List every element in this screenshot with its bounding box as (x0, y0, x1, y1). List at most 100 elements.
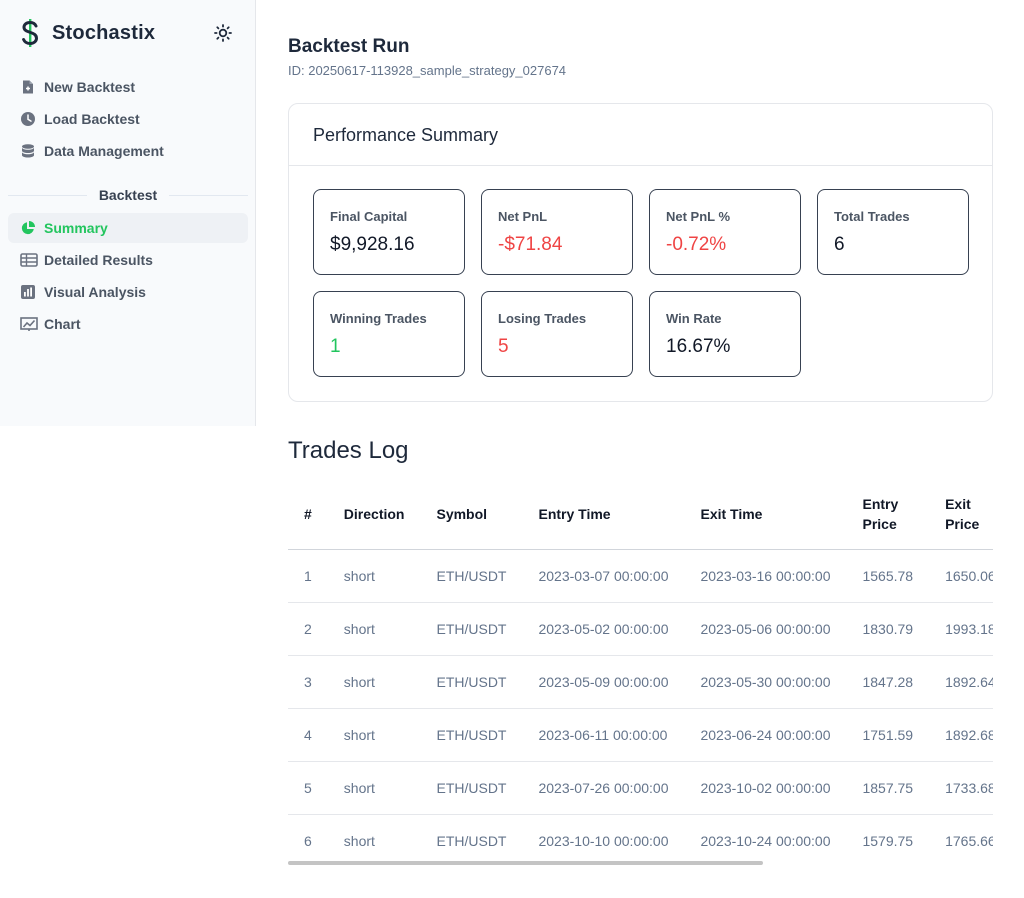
metric-label: Net PnL (498, 209, 548, 224)
table-cell: 1830.79 (846, 602, 930, 656)
sidebar-item-load-backtest[interactable]: Load Backtest (8, 104, 248, 134)
sidebar-item-detailed-results[interactable]: Detailed Results (8, 245, 248, 275)
column-header[interactable]: Entry Price (846, 480, 930, 550)
column-header[interactable]: Symbol (420, 480, 523, 550)
table-cell: 1847.28 (846, 655, 930, 709)
sun-icon[interactable] (212, 22, 234, 44)
clock-icon (20, 111, 36, 127)
table-row: 6 short ETH/USDT 2023-10-10 00:00:00 2023-10… (288, 814, 993, 867)
table-cell: 2023-06-11 00:00:00 (522, 708, 685, 762)
column-header[interactable]: Entry Time (522, 480, 685, 550)
sidebar-item-new-backtest[interactable]: New Backtest (8, 72, 248, 102)
table-row: 3 short ETH/USDT 2023-05-09 00:00:00 2023-05… (288, 655, 993, 709)
table-cell: short (327, 549, 421, 603)
performance-summary-card: Performance Summary Final Capital $9,928… (288, 103, 993, 402)
table-row: 5 short ETH/USDT 2023-07-26 00:00:00 2023-10… (288, 761, 993, 815)
table-cell: 3 (288, 655, 328, 709)
table-cell: 2023-10-24 00:00:00 (700, 832, 831, 849)
table-cell: 2023-03-07 00:00:00 (522, 549, 685, 603)
sidebar-item-summary[interactable]: Summary (8, 213, 248, 243)
table-row: 2 short ETH/USDT 2023-05-02 00:00:00 2023-05… (288, 602, 993, 656)
trades-table-container[interactable]: # Direction Symbol Entry Time Exit Time … (288, 480, 993, 868)
metric-label: Total Trades (834, 209, 910, 224)
metric-losing-trades: Losing Trades 5 (481, 291, 633, 377)
table-cell: 1892.68 (929, 708, 993, 762)
line-chart-icon (20, 316, 38, 332)
page-title: Backtest Run (288, 36, 410, 57)
bar-chart-icon (20, 284, 36, 300)
metric-winning-trades: Winning Trades 1 (313, 291, 465, 377)
horizontal-scrollbar[interactable] (288, 861, 763, 865)
table-cell: 1565.78 (846, 549, 930, 603)
sidebar-item-chart[interactable]: Chart (8, 309, 248, 339)
brand-name: Stochastix (52, 21, 156, 44)
metric-label: Losing Trades (498, 311, 587, 326)
metric-label: Win Rate (666, 311, 722, 326)
column-header[interactable]: Exit Time (684, 480, 847, 550)
database-icon (20, 143, 36, 159)
trades-log-title: Trades Log (288, 437, 409, 464)
table-cell: ETH/USDT (420, 655, 523, 709)
table-cell: 1892.64 (929, 655, 993, 709)
metric-value: 6 (834, 234, 845, 255)
sidebar: Stochastix New Backtest Load Backtest (0, 0, 256, 426)
table-cell: short (327, 761, 421, 815)
metric-label: Winning Trades (330, 311, 427, 326)
table-header-row: # Direction Symbol Entry Time Exit Time … (288, 480, 993, 550)
table-cell: ETH/USDT (420, 708, 523, 762)
metric-total-trades: Total Trades 6 (817, 189, 969, 275)
sidebar-item-label: Summary (44, 220, 108, 236)
table-cell: 2023-05-06 00:00:00 (684, 602, 847, 656)
metric-win-rate: Win Rate 16.67% (649, 291, 801, 377)
table-cell: 4 (288, 708, 328, 762)
table-cell: ETH/USDT (436, 832, 507, 849)
table-cell: 1765.66 (945, 832, 993, 849)
sidebar-item-label: Visual Analysis (44, 284, 146, 300)
table-cell: 1993.18 (929, 602, 993, 656)
table-cell: 1 (288, 549, 328, 603)
table-row: 4 short ETH/USDT 2023-06-11 00:00:00 2023-06… (288, 708, 993, 762)
column-header[interactable]: # (288, 480, 328, 550)
file-plus-icon (20, 79, 36, 95)
table-cell: 1857.75 (846, 761, 930, 815)
table-cell: 2023-07-26 00:00:00 (522, 761, 685, 815)
table-cell: 2023-05-30 00:00:00 (684, 655, 847, 709)
table-cell: short (327, 708, 421, 762)
table-cell: 2023-06-24 00:00:00 (684, 708, 847, 762)
table-icon (20, 252, 38, 268)
column-header[interactable]: Exit Price (929, 480, 993, 550)
metric-value: 16.67% (666, 336, 731, 357)
table-cell: 6 (304, 832, 312, 849)
metric-value: 5 (498, 336, 509, 357)
column-header[interactable]: Direction (327, 480, 421, 550)
brand[interactable]: Stochastix (20, 18, 155, 48)
table-cell: 5 (288, 761, 328, 815)
table-cell: ETH/USDT (420, 549, 523, 603)
table-row: 1 short ETH/USDT 2023-03-07 00:00:00 2023-03… (288, 549, 993, 603)
sidebar-item-label: Chart (44, 316, 81, 332)
table-cell: 1733.68 (929, 761, 993, 815)
metric-label: Net PnL % (666, 209, 731, 224)
metric-value: -$71.84 (498, 234, 563, 255)
metric-label: Final Capital (330, 209, 408, 224)
backtest-nav: Summary Detailed Results Visual Analysis… (8, 213, 248, 341)
table-cell: 2023-05-09 00:00:00 (522, 655, 685, 709)
sidebar-item-label: New Backtest (44, 79, 136, 95)
performance-summary-title: Performance Summary (289, 104, 992, 166)
dollar-sign-icon (20, 18, 40, 48)
table-cell: 2023-03-16 00:00:00 (684, 549, 847, 603)
metric-net-pnl-percent: Net PnL % -0.72% (649, 189, 801, 275)
table-cell: 2023-10-10 00:00:00 (538, 832, 669, 849)
table-cell: 1751.59 (846, 708, 930, 762)
table-cell: ETH/USDT (420, 602, 523, 656)
pie-chart-icon (20, 220, 36, 236)
table-cell: short (327, 655, 421, 709)
sidebar-item-visual-analysis[interactable]: Visual Analysis (8, 277, 248, 307)
trades-table: # Direction Symbol Entry Time Exit Time … (288, 480, 993, 867)
metric-final-capital: Final Capital $9,928.16 (313, 189, 465, 275)
table-cell: short (343, 832, 375, 849)
sidebar-item-data-management[interactable]: Data Management (8, 136, 248, 166)
run-id: ID: 20250617-113928_sample_strategy_0276… (288, 63, 567, 78)
table-cell: short (327, 602, 421, 656)
section-divider: Backtest (8, 185, 248, 205)
